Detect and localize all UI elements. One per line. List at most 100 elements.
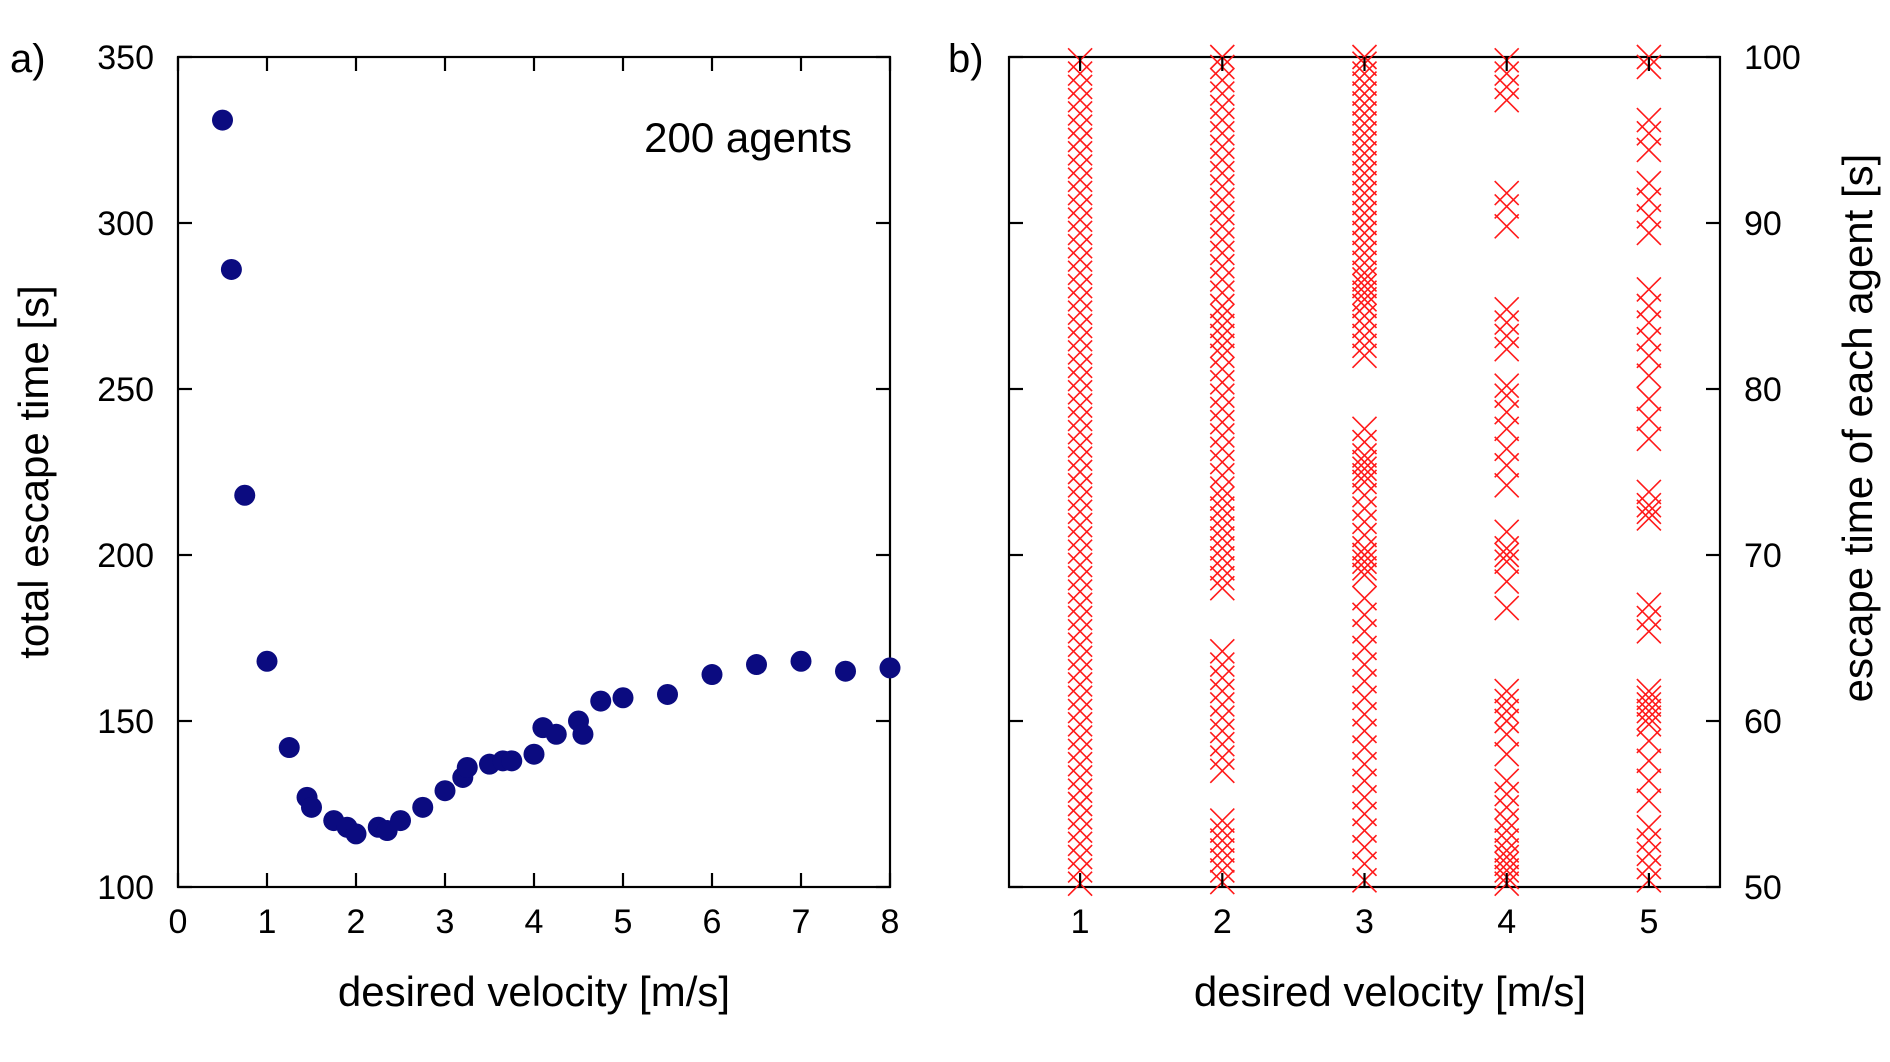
data-point — [1067, 539, 1093, 565]
panel-b-y-tick-labels: 50 60 70 80 90 100 — [1744, 39, 1801, 907]
data-point — [1209, 651, 1235, 678]
panel-b-agent-escape-chart: b) 1 2 3 4 5 50 60 70 80 90 100 desired velocity … — [948, 37, 1881, 1015]
data-point — [1351, 323, 1378, 349]
data-point — [234, 484, 256, 506]
data-point — [1209, 731, 1235, 757]
data-point — [1209, 293, 1235, 319]
data-point — [1494, 808, 1520, 834]
data-point — [1209, 323, 1235, 349]
data-point — [1067, 313, 1093, 339]
data-point — [1209, 476, 1235, 502]
data-point — [1351, 110, 1378, 136]
data-point — [1494, 827, 1520, 854]
data-point — [1351, 150, 1378, 176]
data-point — [1067, 300, 1093, 326]
data-point — [345, 823, 367, 845]
data-point — [612, 687, 634, 709]
panel-b-x-tick-label: 4 — [1497, 903, 1516, 941]
panel-a-x-tick-label: 2 — [347, 903, 366, 941]
data-point — [1494, 323, 1520, 349]
data-point — [1351, 449, 1378, 475]
data-point — [1494, 794, 1520, 820]
data-point — [1209, 827, 1235, 854]
data-point — [1209, 383, 1235, 409]
panel-b-y-tick-label: 90 — [1744, 205, 1782, 243]
data-point — [1067, 353, 1093, 379]
data-point — [1209, 134, 1235, 160]
data-point — [1494, 741, 1520, 767]
data-point — [1209, 436, 1235, 462]
data-point — [1351, 140, 1378, 166]
data-point — [1067, 857, 1093, 883]
data-point — [1209, 160, 1235, 186]
data-point — [1351, 70, 1378, 97]
data-point — [1067, 472, 1093, 498]
data-point — [1636, 492, 1662, 518]
data-point — [1067, 286, 1093, 312]
data-point — [1209, 409, 1235, 435]
data-point — [1636, 711, 1662, 737]
data-point — [1209, 638, 1235, 664]
panel-b-y-tick-label: 60 — [1744, 703, 1782, 741]
data-point — [879, 657, 901, 679]
data-point — [1067, 260, 1093, 286]
data-point — [1494, 708, 1520, 734]
panel-b-y-tick-label: 70 — [1744, 537, 1782, 575]
data-point — [1067, 791, 1093, 817]
data-point — [1067, 817, 1093, 844]
data-point — [1209, 107, 1235, 133]
data-point — [1636, 854, 1662, 880]
data-point — [1209, 837, 1235, 864]
data-point — [1636, 691, 1662, 717]
data-point — [590, 690, 612, 712]
data-point — [1351, 313, 1378, 339]
data-point — [1067, 393, 1093, 419]
data-point — [1067, 778, 1093, 804]
data-point — [1636, 705, 1662, 731]
data-point — [1209, 120, 1235, 146]
data-point — [1636, 426, 1662, 452]
data-point — [1494, 768, 1520, 794]
data-point — [1067, 326, 1093, 352]
data-point — [1067, 140, 1093, 166]
data-point — [1209, 173, 1235, 200]
data-point — [1209, 525, 1235, 551]
data-point — [1351, 542, 1378, 568]
data-point — [1494, 688, 1520, 714]
data-point — [1351, 80, 1378, 107]
data-point — [1351, 180, 1378, 206]
data-point — [1636, 768, 1662, 794]
data-point — [1351, 200, 1378, 226]
data-point — [1351, 562, 1378, 588]
panel-a-x-tick-label: 4 — [525, 903, 544, 941]
data-point — [1209, 147, 1235, 173]
data-point — [1351, 273, 1378, 299]
data-point — [1209, 240, 1235, 266]
data-point — [1636, 499, 1662, 525]
data-point — [1351, 130, 1378, 156]
data-point — [1209, 266, 1235, 293]
data-point — [1636, 827, 1662, 854]
data-point — [1351, 120, 1378, 146]
panel-a-ticks — [176, 55, 892, 889]
data-point — [1636, 605, 1662, 631]
data-point — [1209, 280, 1235, 306]
data-point — [1351, 456, 1378, 482]
data-point — [1067, 100, 1093, 127]
data-point — [1209, 396, 1235, 422]
data-point — [1636, 363, 1662, 389]
panel-a-y-tick-label: 300 — [97, 205, 154, 243]
panel-a-x-tick-label: 6 — [703, 903, 722, 941]
data-point — [1209, 718, 1235, 744]
data-point — [1209, 313, 1235, 339]
data-point — [1351, 240, 1378, 266]
panel-b-y-tick-label: 50 — [1744, 869, 1782, 907]
data-point — [1351, 260, 1378, 286]
data-point — [790, 650, 812, 672]
data-point — [1067, 127, 1093, 153]
data-point — [1209, 575, 1235, 601]
data-point — [1351, 250, 1378, 276]
data-point — [1067, 180, 1093, 206]
data-point — [1067, 565, 1093, 591]
